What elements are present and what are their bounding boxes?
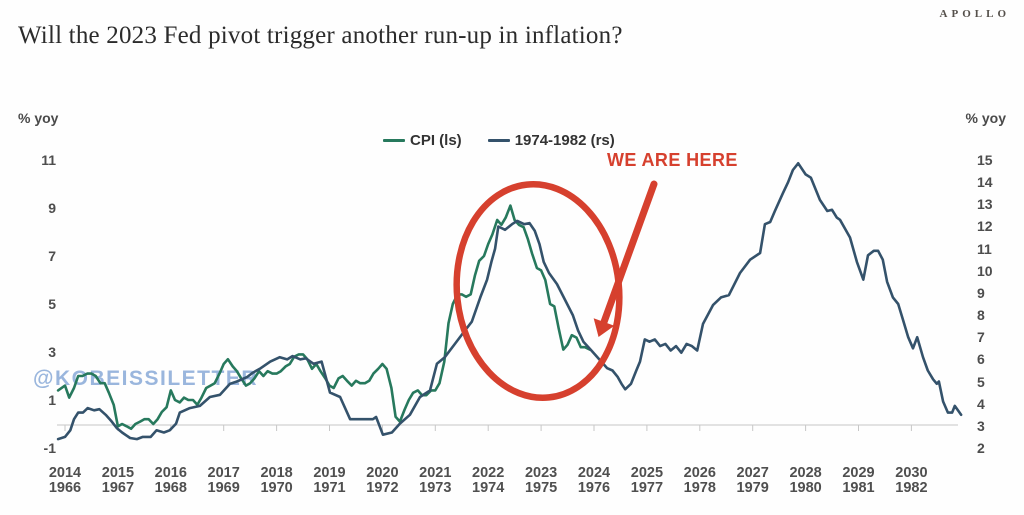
axis-tick-label: 1972	[366, 480, 399, 496]
right-axis-unit-label: % yoy	[965, 110, 1006, 126]
we-are-here-arrowhead-icon	[593, 318, 615, 338]
axis-tick-label: 1982	[895, 480, 928, 496]
we-are-here-annotation: WE ARE HERE	[607, 150, 738, 170]
axis-tick-label: 3	[977, 417, 985, 434]
axis-tick-label: 2019	[313, 465, 346, 481]
axis-tick-label: 3	[48, 344, 56, 360]
axis-tick-label: 2025	[630, 465, 664, 481]
axis-tick-label: 11	[977, 240, 992, 257]
axis-tick-label: 2016	[154, 465, 187, 481]
axis-tick-label: 1969	[207, 480, 240, 496]
axis-tick-label: 1966	[48, 480, 82, 496]
axis-tick-label: 5	[48, 296, 56, 312]
axis-tick-label: 1967	[101, 480, 135, 496]
axis-tick-label: 1981	[842, 480, 875, 496]
legend-label-1974-1982: 1974-1982 (rs)	[514, 132, 615, 149]
we-are-here-ellipse	[453, 180, 623, 402]
axis-tick-label: 1973	[419, 480, 452, 496]
axis-tick-label: 1971	[313, 480, 346, 496]
axis-tick-label: 10	[977, 262, 993, 279]
axis-tick-label: 14	[977, 174, 993, 191]
chart-legend: CPI (ls) 1974-1982 (rs)	[383, 132, 615, 149]
comparison-line-swatch-icon	[487, 139, 510, 142]
comparison-1974-1982-line	[56, 162, 963, 441]
axis-tick-label: 1	[48, 392, 56, 408]
axis-tick-label: 7	[48, 248, 56, 264]
axis-tick-label: 5	[977, 373, 985, 390]
page-title: Will the 2023 Fed pivot trigger another …	[18, 22, 623, 49]
axis-tick-label: 12	[977, 218, 993, 235]
legend-item-1974-1982: 1974-1982 (rs)	[487, 132, 615, 149]
axis-tick-label: 2015	[101, 465, 135, 481]
axis-tick-label: 2018	[260, 465, 293, 481]
axis-tick-label: 2020	[366, 465, 399, 481]
axis-tick-label: 7	[977, 329, 985, 346]
axis-tick-label: 11	[41, 152, 56, 168]
axis-tick-label: 1979	[736, 480, 769, 496]
axis-tick-label: 2030	[895, 465, 928, 481]
axis-tick-label: 1976	[577, 480, 611, 496]
we-are-here-arrow-shaft	[600, 180, 658, 326]
axis-tick-label: 9	[48, 200, 56, 216]
axis-tick-label: 2023	[524, 465, 558, 481]
axis-tick-label: 1975	[524, 480, 558, 496]
axis-tick-label: 1977	[630, 480, 664, 496]
axis-tick-label: 1978	[683, 480, 716, 496]
axis-tick-label: 9	[977, 284, 985, 301]
apollo-logo: APOLLO	[939, 8, 1010, 20]
axis-tick-label: 1968	[154, 480, 187, 496]
axis-tick-label: 6	[977, 351, 985, 368]
axis-tick-label: 2017	[207, 465, 240, 481]
legend-item-cpi: CPI (ls)	[383, 132, 462, 149]
axis-tick-label: 15	[977, 151, 993, 168]
axis-tick-label: 2027	[736, 465, 769, 481]
axis-tick-label: 2026	[683, 465, 716, 481]
cpi-line-swatch-icon	[383, 139, 405, 142]
axis-tick-label: 2014	[48, 465, 82, 481]
axis-tick-label: 2	[977, 440, 985, 456]
axis-tick-label: 8	[977, 307, 985, 324]
axis-tick-label: 1980	[789, 480, 822, 496]
axis-tick-label: 2029	[842, 465, 875, 481]
axis-tick-label: 4	[977, 395, 985, 412]
axis-tick-label: 2028	[789, 465, 822, 481]
legend-label-cpi: CPI (ls)	[410, 132, 462, 149]
axis-tick-label: 1974	[472, 480, 505, 496]
axis-tick-label: -1	[43, 440, 56, 456]
left-axis-unit-label: % yoy	[18, 110, 59, 126]
axis-tick-label: 1970	[260, 480, 293, 496]
axis-tick-label: 13	[977, 196, 993, 213]
axis-tick-label: 2024	[577, 465, 611, 481]
axis-tick-label: 2021	[419, 465, 452, 481]
axis-tick-label: 2022	[472, 465, 505, 481]
cpi-line	[56, 204, 592, 431]
